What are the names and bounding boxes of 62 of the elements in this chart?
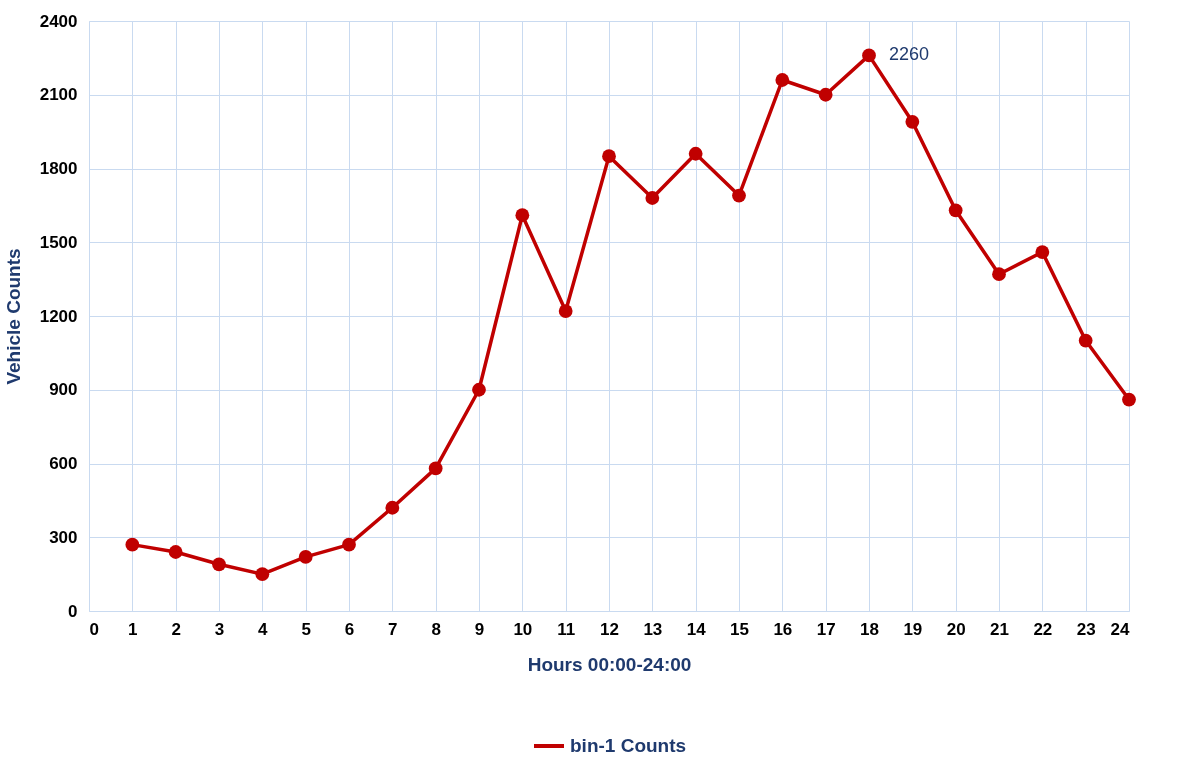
x-tick-label: 9 <box>474 619 485 639</box>
y-tick-label: 2400 <box>39 11 78 31</box>
point <box>558 304 573 318</box>
x-tick-label: 15 <box>730 619 749 639</box>
x-tick-label: 21 <box>990 619 1009 639</box>
x-tick-label: 10 <box>513 619 533 639</box>
point <box>212 557 226 572</box>
x-tick-label: 1 <box>128 619 138 639</box>
x-tick-label: 17 <box>816 619 836 639</box>
point <box>515 208 530 223</box>
x-tick-label: 23 <box>1076 619 1096 639</box>
point <box>298 550 313 564</box>
x-tick-label: 16 <box>773 619 793 639</box>
x-tick-label: 18 <box>860 619 879 639</box>
x-tick-label: 7 <box>388 619 398 639</box>
point <box>992 267 1006 282</box>
point <box>255 567 270 581</box>
point <box>948 203 963 218</box>
x-tick-label: 14 <box>686 619 707 639</box>
x-tick-label: 2 <box>171 619 181 639</box>
y-axis-title: Vehicle Counts <box>2 248 24 385</box>
x-tick-label: 20 <box>946 619 966 639</box>
x-tick-label: 13 <box>643 619 663 639</box>
y-tick-label: 0 <box>68 601 78 621</box>
x-tick-label: 19 <box>903 619 923 639</box>
annotation: 2260 <box>889 44 930 65</box>
point <box>125 537 140 552</box>
point <box>385 500 400 515</box>
point <box>472 382 486 397</box>
x-tick-label: 24 <box>1110 619 1131 639</box>
x-tick-label: 3 <box>214 619 225 639</box>
x-axis-title: Hours 00:00-24:00 <box>527 653 692 675</box>
x-tick-label: 11 <box>557 619 576 639</box>
point <box>428 461 443 476</box>
point <box>905 114 920 129</box>
y-tick-label: 2100 <box>39 85 78 105</box>
x-tick-label: 12 <box>600 619 619 639</box>
point <box>342 537 356 552</box>
point <box>775 73 790 87</box>
point <box>862 48 876 63</box>
x-tick-label: 0 <box>89 619 99 639</box>
legend-label: bin-1 Counts <box>570 735 687 756</box>
x-tick-label: 22 <box>1033 619 1053 639</box>
y-tick-label: 1500 <box>39 232 78 252</box>
y-tick-label: 300 <box>49 527 78 547</box>
point <box>602 149 616 164</box>
y-tick-label: 900 <box>49 380 78 400</box>
y-tick-label: 600 <box>49 454 78 473</box>
point <box>732 188 746 203</box>
x-tick-label: 5 <box>301 619 311 639</box>
point <box>818 87 833 102</box>
x-tick-label: 6 <box>344 619 355 639</box>
y-tick-label: 1800 <box>39 159 78 178</box>
x-tick-label: 4 <box>258 619 269 639</box>
x-tick-label: 8 <box>431 619 441 639</box>
point <box>1078 333 1093 348</box>
point <box>168 545 183 559</box>
point <box>688 146 703 161</box>
point <box>645 191 660 205</box>
y-tick-label: 1200 <box>39 306 78 326</box>
point <box>1122 392 1136 407</box>
point <box>1035 245 1050 259</box>
